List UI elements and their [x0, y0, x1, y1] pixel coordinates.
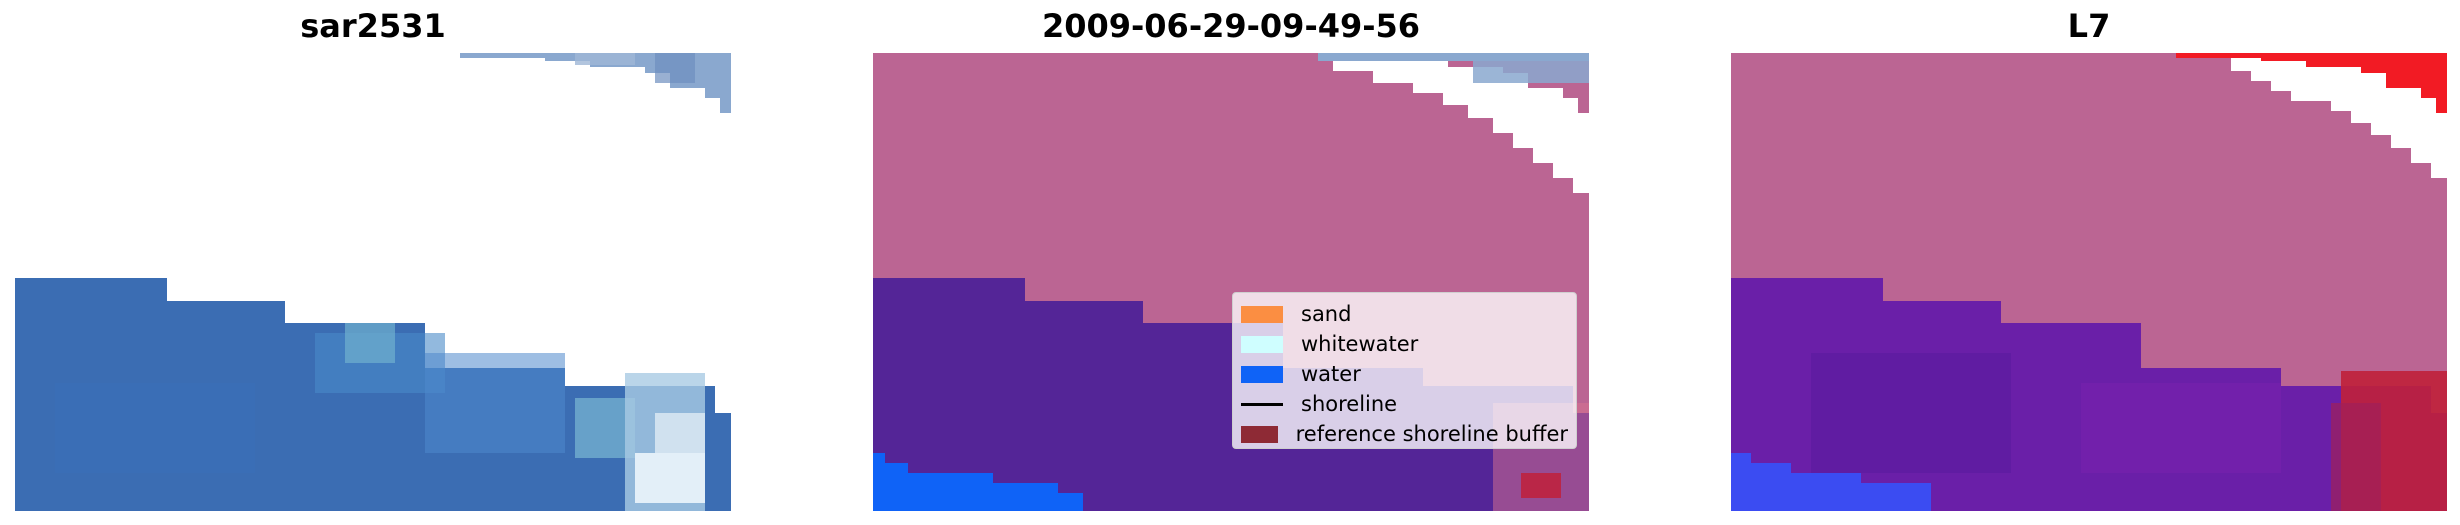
legend-item-reference-shoreline-buffer: reference shoreline buffer — [1241, 419, 1568, 449]
index-image-panel — [1731, 53, 2447, 511]
panel-title-index: L7 — [2067, 7, 2111, 45]
legend-swatch-water — [1241, 365, 1283, 383]
legend-swatch-reference-shoreline-buffer — [1241, 425, 1278, 443]
legend-label-shoreline: shoreline — [1301, 392, 1398, 416]
panel-title-classified: 2009-06-29-09-49-56 — [1041, 7, 1421, 45]
legend-item-whitewater: whitewater — [1241, 329, 1568, 359]
rgb-image — [15, 53, 731, 511]
legend: sand whitewater water shoreline referenc… — [1232, 292, 1577, 449]
legend-item-shoreline: shoreline — [1241, 389, 1568, 419]
legend-item-sand: sand — [1241, 299, 1568, 329]
legend-swatch-whitewater — [1241, 335, 1283, 353]
index-image — [1731, 53, 2447, 511]
legend-label-sand: sand — [1301, 302, 1352, 326]
legend-item-water: water — [1241, 359, 1568, 389]
legend-line-shoreline — [1241, 402, 1283, 406]
legend-label-reference-shoreline-buffer: reference shoreline buffer — [1295, 422, 1568, 446]
panel-title-rgb: sar2531 — [300, 7, 446, 45]
legend-label-whitewater: whitewater — [1301, 332, 1419, 356]
rgb-image-panel — [15, 53, 731, 511]
legend-label-water: water — [1301, 362, 1361, 386]
legend-swatch-sand — [1241, 305, 1283, 323]
